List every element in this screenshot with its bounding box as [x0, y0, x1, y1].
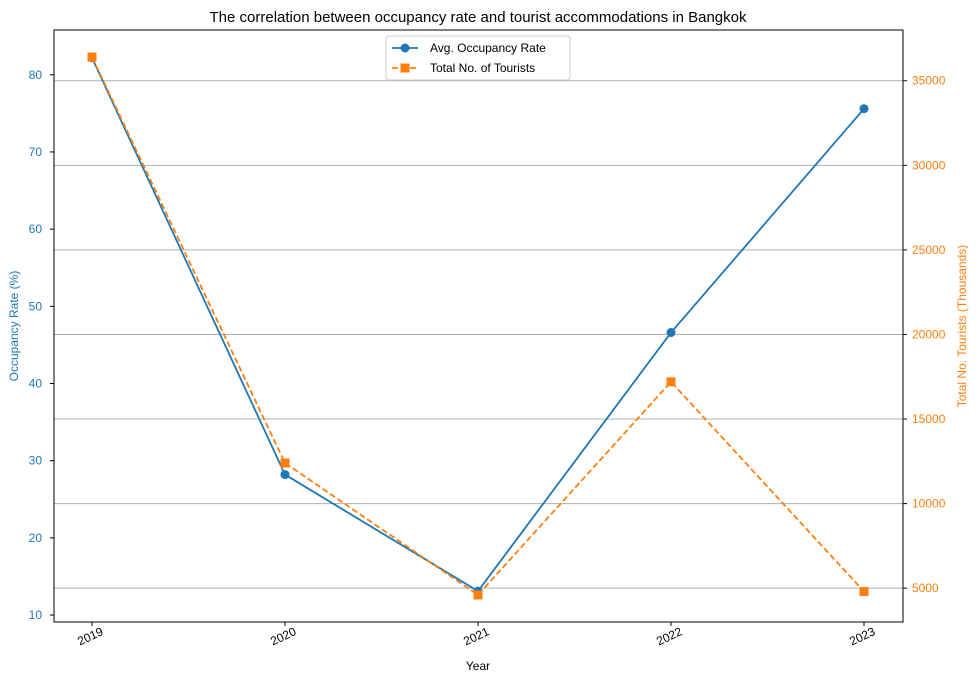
- legend-label: Total No. of Tourists: [430, 61, 535, 75]
- grid-layer: [54, 80, 903, 589]
- left-y-tick-label: 40: [29, 377, 43, 391]
- right-y-axis: 5000 10000 15000 20000 25000 30000 35000: [903, 74, 946, 595]
- left-y-tick-label: 10: [29, 608, 43, 622]
- x-tick-label: 2023: [847, 624, 877, 648]
- left-y-tick-label: 70: [29, 145, 43, 159]
- left-y-tick-label: 80: [29, 68, 43, 82]
- series-line: [91, 57, 865, 593]
- data-point: [280, 458, 290, 468]
- series-layer: [87, 52, 869, 600]
- x-tick-label: 2019: [75, 624, 105, 648]
- plot-frame: [53, 29, 904, 623]
- right-y-tick-label: 25000: [912, 243, 946, 257]
- data-point: [87, 52, 97, 62]
- left-y-tick-label: 60: [29, 222, 43, 236]
- legend-marker: [400, 43, 410, 53]
- left-y-axis: 10 20 30 40 50 60 70 80: [29, 68, 54, 622]
- left-y-tick-label: 30: [29, 454, 43, 468]
- x-tick-label: 2021: [461, 624, 491, 648]
- right-y-tick-label: 15000: [912, 412, 946, 426]
- left-y-axis-label: Occupancy Rate (%): [7, 271, 21, 382]
- legend-label: Avg. Occupancy Rate: [430, 41, 546, 55]
- data-point: [473, 590, 483, 600]
- legend-marker: [400, 63, 410, 73]
- legend: Avg. Occupancy Rate Total No. of Tourists: [385, 35, 571, 81]
- right-y-tick-label: 35000: [912, 74, 946, 88]
- right-y-tick-label: 5000: [912, 581, 939, 595]
- left-y-tick-label: 20: [29, 531, 43, 545]
- series-line: [91, 56, 865, 597]
- data-point: [666, 328, 676, 338]
- x-tick-label: 2020: [268, 624, 298, 648]
- data-point: [666, 377, 676, 387]
- x-tick-label: 2022: [654, 624, 684, 648]
- right-y-axis-label: Total No. Tourists (Thousands): [955, 245, 969, 408]
- x-axis-label: Year: [466, 659, 490, 673]
- x-axis: 2019 2020 2021 2022 2023: [75, 622, 878, 648]
- right-y-tick-label: 30000: [912, 158, 946, 172]
- legend-box: [385, 35, 571, 81]
- right-y-tick-label: 10000: [912, 497, 946, 511]
- right-y-tick-label: 20000: [912, 327, 946, 341]
- left-y-tick-label: 50: [29, 299, 43, 313]
- data-point: [859, 587, 869, 597]
- chart-title: The correlation between occupancy rate a…: [210, 9, 747, 26]
- data-point: [280, 470, 290, 480]
- data-point: [859, 104, 869, 114]
